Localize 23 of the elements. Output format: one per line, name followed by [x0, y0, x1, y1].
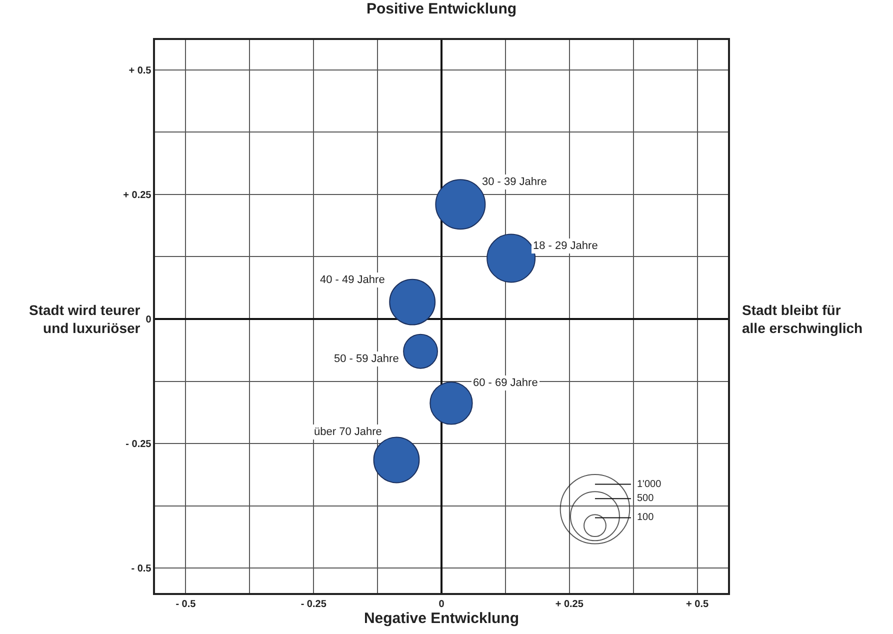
annotation: 50 - 59 Jahre — [334, 353, 399, 365]
x-tick-label: - 0.5 — [176, 598, 196, 610]
text: Stadt wird teurer und luxuriöser — [29, 302, 141, 336]
annotation: 30 - 39 Jahre — [482, 176, 547, 188]
x-tick-label: + 0.25 — [555, 598, 584, 610]
annotation: 60 - 69 Jahre — [473, 377, 538, 389]
chart-title: Positive Entwicklung — [366, 0, 517, 18]
y-tick-label: 0 — [146, 314, 152, 326]
x-tick-label: - 0.25 — [300, 598, 327, 610]
legend-label: 500 — [637, 493, 654, 504]
x-tick-label: 0 — [438, 598, 445, 610]
annotation: 40 - 49 Jahre — [320, 274, 385, 286]
y-tick-label: - 0.5 — [131, 564, 152, 575]
x-axis-title: Negative Entwicklung — [364, 610, 520, 627]
annotation: über 70 Jahre — [314, 426, 382, 438]
y-tick-label: + 0.5 — [128, 65, 152, 76]
annotation: 18 - 29 Jahre — [533, 240, 598, 252]
y-tick-label: + 0.25 — [123, 190, 152, 201]
x-tick-label: + 0.5 — [686, 598, 709, 610]
legend-label: 100 — [637, 512, 654, 523]
legend-label: 1'000 — [637, 479, 662, 490]
text: Stadt bleibt für alle erschwinglich — [742, 302, 863, 336]
y-tick-label: - 0.25 — [126, 439, 152, 450]
